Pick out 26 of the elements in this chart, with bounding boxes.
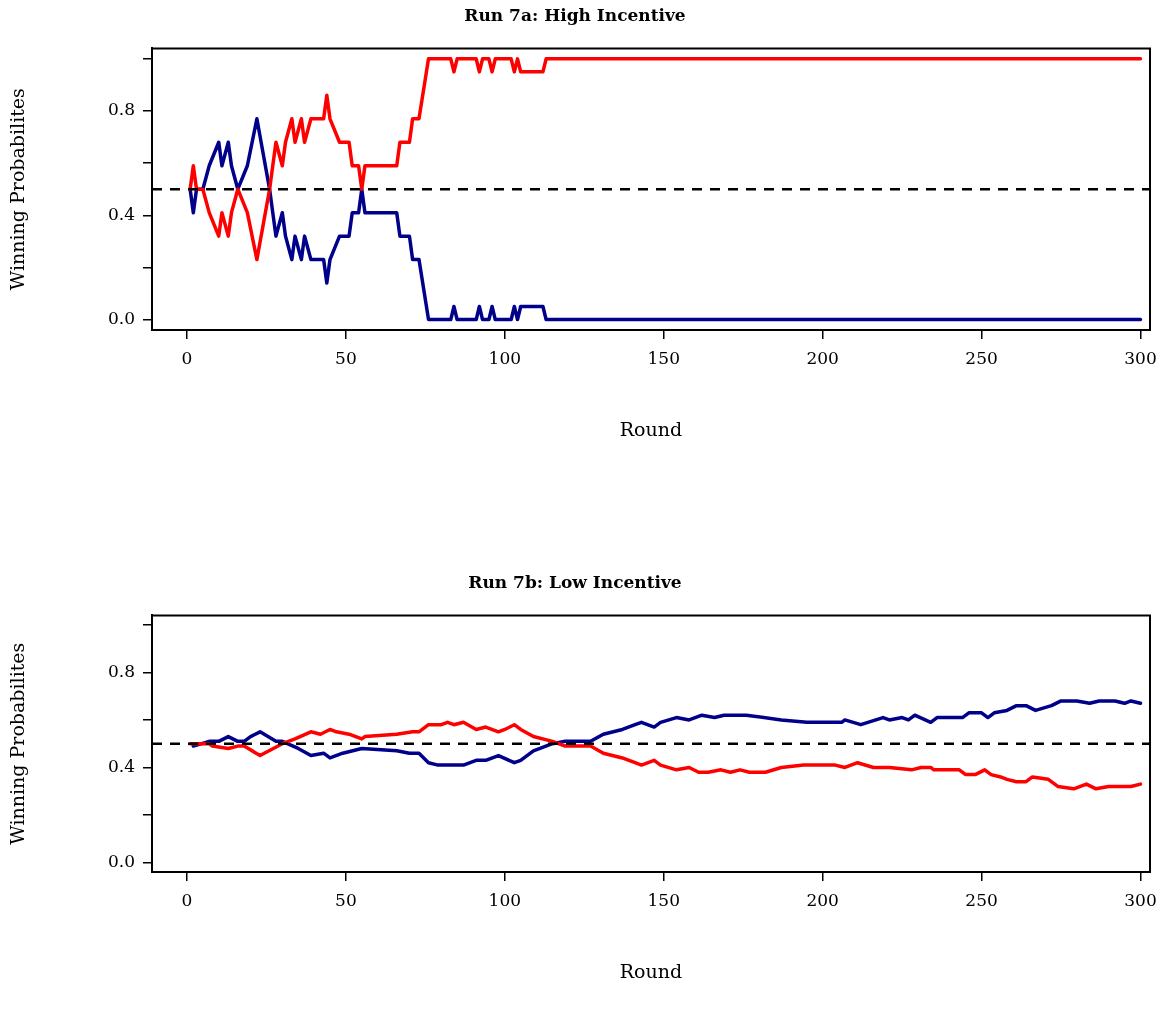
x-tick-label: 0	[181, 889, 193, 910]
x-tick-label: 300	[1124, 347, 1157, 368]
y-tick-label: 0.8	[107, 660, 135, 681]
x-tick-label: 50	[335, 347, 357, 368]
x-tick-label: 200	[806, 347, 839, 368]
y-tick-label: 0.8	[107, 99, 135, 120]
y-axis-title: Winning Probabilites	[6, 642, 29, 845]
x-tick-label: 250	[965, 889, 998, 910]
x-tick-label: 200	[806, 889, 839, 910]
y-tick-label: 0.4	[107, 203, 135, 224]
x-tick-label: 150	[647, 347, 680, 368]
x-tick-label: 150	[647, 889, 680, 910]
x-tick-label: 100	[488, 889, 522, 910]
x-tick-label: 300	[1124, 889, 1157, 910]
y-tick-label: 0.4	[107, 755, 135, 776]
chart-title: Run 7a: High Incentive	[464, 4, 686, 25]
y-tick-label: 0.0	[107, 307, 135, 328]
x-tick-label: 250	[965, 347, 998, 368]
chart-title: Run 7b: Low Incentive	[468, 571, 682, 592]
x-tick-label: 50	[335, 889, 357, 910]
x-axis-title: Round	[619, 417, 683, 440]
x-tick-label: 0	[181, 347, 193, 368]
x-axis-title: Round	[619, 959, 683, 982]
x-tick-label: 100	[488, 347, 522, 368]
y-axis-title: Winning Probabilites	[6, 88, 29, 291]
y-tick-label: 0.0	[107, 850, 135, 871]
